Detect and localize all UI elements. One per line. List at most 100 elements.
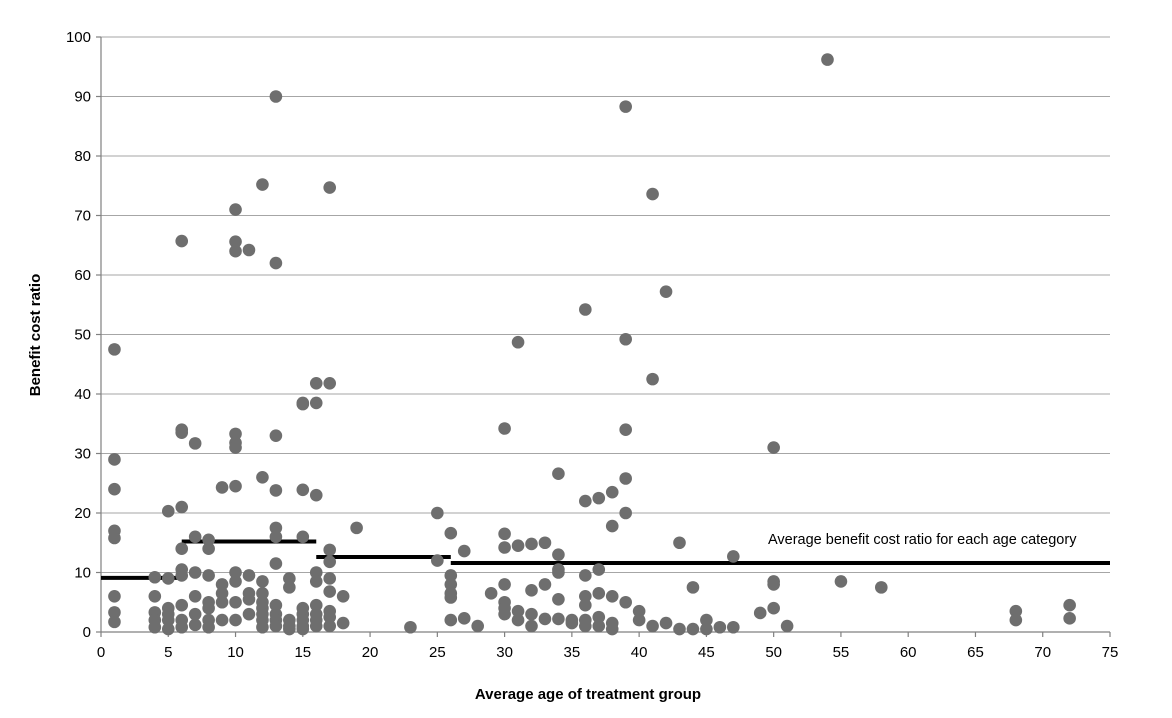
data-point [767, 578, 780, 591]
x-tick-label: 10 [227, 644, 244, 661]
y-tick-label: 10 [74, 565, 91, 582]
data-point [592, 587, 606, 600]
data-point [1009, 613, 1023, 627]
data-point [592, 619, 606, 633]
x-tick-label: 55 [833, 644, 850, 661]
data-point [646, 372, 659, 386]
data-point [444, 526, 458, 540]
data-point [444, 569, 458, 582]
data-point [350, 521, 363, 535]
data-point [579, 598, 592, 612]
data-point [498, 527, 511, 541]
data-point [269, 90, 283, 103]
data-point [538, 612, 552, 626]
data-point [256, 620, 269, 634]
data-point [579, 569, 592, 582]
data-point [269, 256, 283, 270]
data-point [457, 544, 471, 558]
y-tick-label: 70 [74, 208, 91, 225]
data-point [444, 613, 458, 627]
data-point [605, 485, 619, 499]
data-point [579, 590, 592, 603]
data-point [336, 616, 350, 630]
data-point [161, 613, 175, 627]
data-point [229, 595, 242, 609]
data-point [148, 570, 162, 584]
data-point [404, 620, 417, 634]
data-point [296, 483, 310, 497]
y-tick-label: 50 [74, 327, 91, 344]
data-point [659, 285, 673, 298]
data-point [323, 181, 337, 194]
data-point [457, 612, 471, 625]
data-point [188, 566, 202, 579]
data-point [269, 557, 283, 570]
data-point [269, 530, 283, 544]
data-point [269, 484, 283, 497]
data-point [767, 601, 780, 615]
x-tick-label: 65 [967, 644, 984, 661]
data-point [242, 607, 256, 621]
data-point [686, 622, 700, 636]
data-point [444, 591, 458, 604]
data-point [498, 607, 511, 621]
data-point [188, 437, 202, 450]
data-point [108, 453, 121, 466]
data-point [283, 622, 296, 636]
data-point [161, 504, 175, 518]
data-point [552, 467, 565, 481]
x-tick-label: 70 [1034, 644, 1051, 661]
data-point [484, 587, 498, 600]
tick-labels: 0 10 20 30 40 50 60 70 80 90 100 0 5 10 15 20 25 30 35 40 45… [66, 29, 1118, 661]
data-point [431, 554, 444, 567]
data-point [511, 539, 525, 553]
data-point [592, 610, 606, 624]
x-tick-label: 75 [1102, 644, 1119, 661]
data-point [108, 590, 121, 603]
data-point [700, 613, 713, 627]
x-tick-label: 45 [698, 644, 715, 661]
y-tick-label: 80 [74, 148, 91, 165]
data-point [256, 575, 269, 588]
data-point [511, 613, 525, 627]
data-point [215, 578, 229, 591]
data-point [1009, 604, 1023, 618]
data-point [148, 590, 162, 603]
data-point [283, 572, 296, 585]
data-point [309, 575, 323, 588]
data-point [673, 536, 686, 550]
x-tick-label: 5 [164, 644, 172, 661]
y-tick-label: 90 [74, 89, 91, 106]
data-point [552, 566, 565, 579]
data-point [188, 607, 202, 621]
x-tick-label: 30 [496, 644, 513, 661]
data-point [215, 587, 229, 600]
data-point [229, 575, 242, 588]
data-point [242, 592, 256, 606]
data-point [619, 332, 632, 346]
data-point [256, 587, 269, 600]
data-point [215, 481, 229, 494]
data-point [444, 578, 458, 591]
data-point [525, 607, 538, 621]
data-point [538, 536, 552, 550]
data-point [175, 500, 189, 514]
data-point [552, 612, 565, 626]
data-point [511, 335, 525, 349]
data-point [511, 604, 525, 618]
data-point [323, 376, 337, 390]
data-point [727, 620, 740, 634]
data-point [605, 622, 619, 636]
x-tick-label: 50 [765, 644, 782, 661]
data-point [323, 619, 337, 633]
data-point [202, 569, 215, 582]
y-tick-label: 100 [66, 29, 91, 46]
data-point [619, 423, 632, 437]
data-point [1063, 598, 1076, 612]
data-point [269, 429, 283, 442]
data-point [229, 479, 242, 493]
data-point [175, 569, 189, 582]
data-point [713, 620, 727, 634]
data-point [498, 422, 511, 435]
x-tick-label: 0 [97, 644, 105, 661]
